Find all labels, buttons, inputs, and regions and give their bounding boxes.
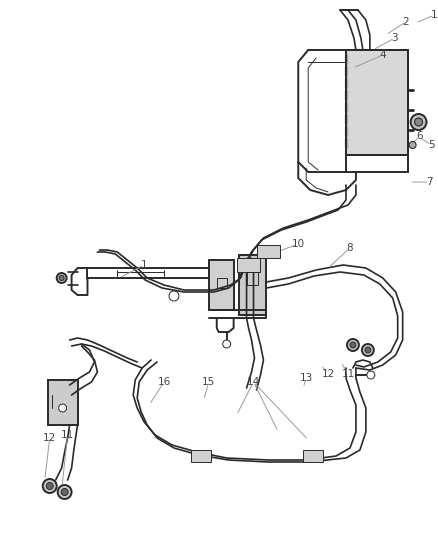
Bar: [217, 278, 227, 288]
Text: 4: 4: [379, 50, 386, 60]
Circle shape: [59, 404, 67, 412]
Bar: [209, 260, 233, 310]
Circle shape: [58, 485, 71, 499]
Circle shape: [43, 479, 57, 493]
Text: 12: 12: [321, 369, 335, 379]
Bar: [346, 50, 408, 155]
Text: 12: 12: [43, 433, 57, 443]
Text: 14: 14: [247, 377, 260, 387]
Circle shape: [367, 371, 375, 379]
Bar: [237, 258, 261, 272]
Circle shape: [410, 114, 427, 130]
Text: 8: 8: [346, 243, 353, 253]
Text: 7: 7: [426, 177, 433, 187]
Circle shape: [362, 344, 374, 356]
Circle shape: [59, 276, 64, 280]
Circle shape: [415, 118, 423, 126]
Bar: [191, 450, 211, 462]
Text: 13: 13: [300, 373, 313, 383]
Text: 2: 2: [403, 17, 409, 27]
Circle shape: [46, 482, 53, 489]
Circle shape: [57, 273, 67, 283]
Text: 5: 5: [428, 140, 435, 150]
Circle shape: [169, 291, 179, 301]
Circle shape: [223, 340, 231, 348]
Bar: [247, 272, 258, 285]
Text: 11: 11: [61, 430, 74, 440]
Circle shape: [61, 489, 68, 496]
Text: 1: 1: [141, 260, 148, 270]
Text: 3: 3: [392, 33, 398, 43]
Circle shape: [350, 342, 356, 348]
Text: 7: 7: [245, 257, 252, 267]
Circle shape: [409, 141, 416, 149]
Text: 1: 1: [431, 10, 438, 20]
Circle shape: [365, 347, 371, 353]
Bar: [257, 245, 280, 258]
Bar: [303, 450, 323, 462]
Text: 15: 15: [202, 377, 215, 387]
Bar: [48, 380, 78, 425]
Text: 10: 10: [292, 239, 305, 249]
Circle shape: [347, 339, 359, 351]
Text: 6: 6: [416, 131, 423, 141]
Bar: [239, 255, 266, 315]
Text: 11: 11: [341, 369, 355, 379]
Text: 16: 16: [157, 377, 171, 387]
